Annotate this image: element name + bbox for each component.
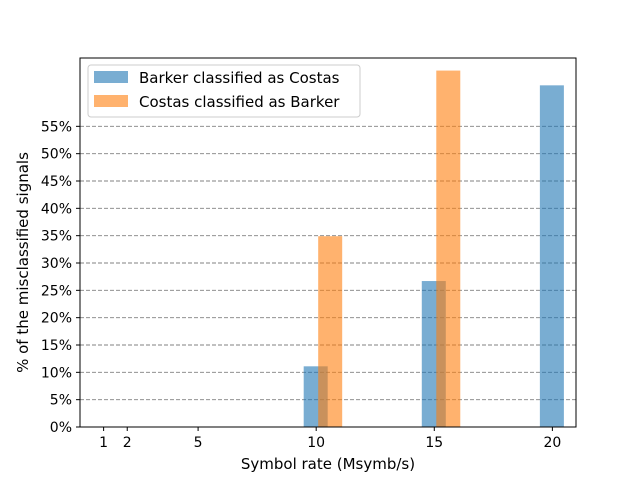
bar-barker-20 <box>539 85 564 427</box>
legend-box <box>87 64 361 118</box>
y-tick-label: 10% <box>41 365 72 381</box>
y-tick-label: 40% <box>41 201 72 217</box>
legend-label-barker: Barker classified as Costas <box>139 69 340 87</box>
y-tick-label: 30% <box>41 256 72 272</box>
bar-costas-15 <box>436 70 461 427</box>
y-tick-label: 25% <box>41 283 72 299</box>
x-axis-ticks: 1 2 5 10 15 20 <box>99 427 561 451</box>
plot-frame <box>79 57 577 428</box>
x-axis-label: Symbol rate (Msymb/s) <box>241 455 415 473</box>
legend-swatch-costas <box>94 95 128 107</box>
x-tick-label: 1 <box>99 435 108 451</box>
y-tick-label: 20% <box>41 311 72 327</box>
y-tick-label: 50% <box>41 147 72 163</box>
y-tick-label: 15% <box>41 338 72 354</box>
y-axis-ticks: 0% 5% 10% 15% 20% 25% 30% 35% 40% 45% 50% 55% <box>41 119 80 436</box>
bar-costas-10 <box>318 236 343 427</box>
x-tick-label: 20 <box>543 435 561 451</box>
x-tick-label: 2 <box>123 435 132 451</box>
legend-label-costas: Costas classified as Barker <box>139 93 340 111</box>
legend-swatch-barker <box>94 71 128 83</box>
x-tick-label: 10 <box>307 435 325 451</box>
legend: Barker classified as Costas Costas class… <box>87 64 361 118</box>
x-tick-label: 15 <box>425 435 443 451</box>
y-tick-label: 5% <box>50 393 72 409</box>
y-tick-label: 45% <box>41 174 72 190</box>
y-tick-label: 55% <box>41 119 72 135</box>
bars <box>303 70 564 427</box>
x-tick-label: 5 <box>194 435 203 451</box>
y-axis-label: % of the misclassified signals <box>14 152 32 373</box>
y-tick-label: 0% <box>50 420 72 436</box>
y-tick-label: 35% <box>41 229 72 245</box>
